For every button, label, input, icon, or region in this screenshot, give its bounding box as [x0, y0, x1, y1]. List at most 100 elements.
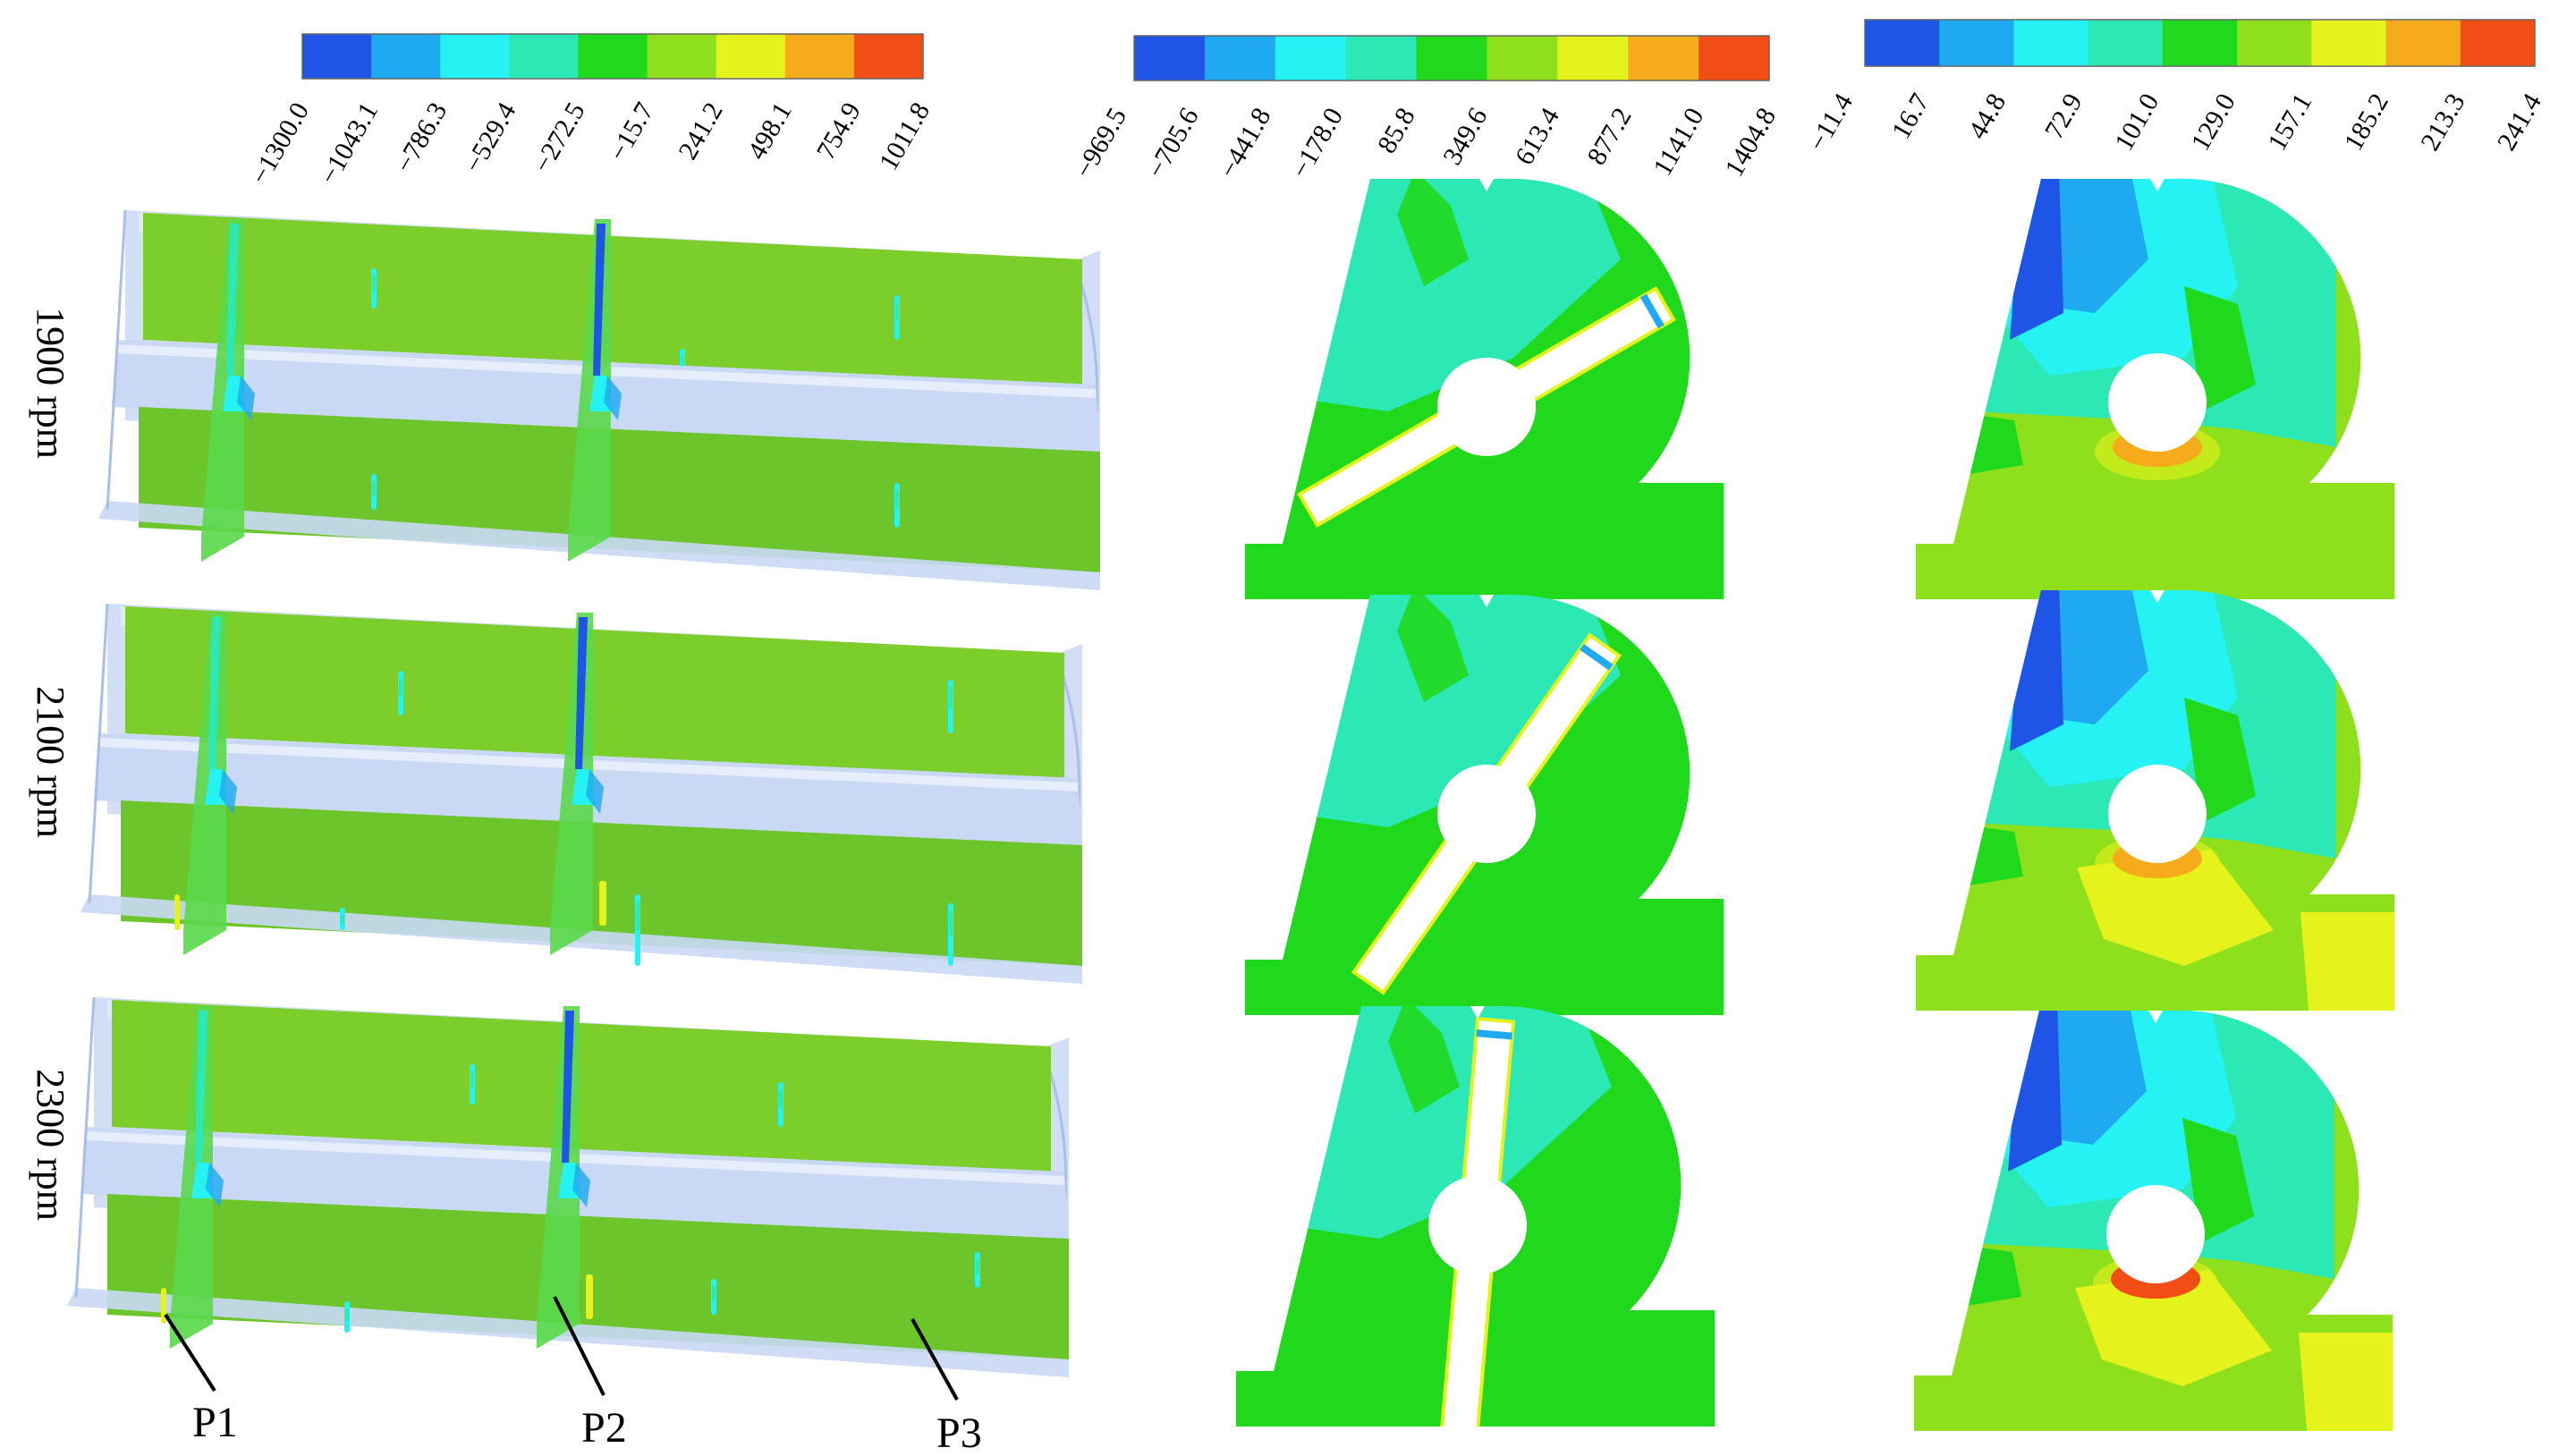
- rotor-shaft: [2106, 1185, 2205, 1283]
- colorbar-tick-label: 1141.0: [1648, 103, 1709, 181]
- colorbar-segment: [1204, 36, 1276, 80]
- leader-p1: [164, 1313, 216, 1393]
- flow-streak-core: [895, 490, 899, 508]
- channel-upper-wall: [112, 1000, 1051, 1172]
- colorbar-tick-label: −529.4: [459, 97, 522, 178]
- colorbar-segment: [440, 34, 510, 79]
- point-label-p1: P1: [192, 1399, 238, 1446]
- colorbar-segment: [1487, 36, 1558, 80]
- colorbar-segment: [2460, 20, 2536, 66]
- rotor-shaft: [1437, 765, 1536, 863]
- colorbar-segment: [716, 34, 786, 79]
- channel-left-edge: [74, 996, 96, 1298]
- flow-streak-core: [779, 1089, 783, 1107]
- baffle-side-zone: [572, 1163, 590, 1207]
- row-label-1900: 1900 rpm: [29, 307, 72, 459]
- field-green-patch: [1952, 411, 2023, 474]
- colorbar-tick-label: −272.5: [528, 97, 591, 178]
- baffle-low-pressure-zone: [208, 617, 221, 769]
- colorbar-frame: [1864, 19, 2536, 67]
- channel-bottom-edge: [80, 894, 1082, 984]
- blade-tip: [1580, 643, 1614, 671]
- field-green-zone: [2184, 698, 2256, 823]
- section-field: [1916, 178, 2394, 600]
- colorbar-tick-label: 241.4: [2492, 89, 2547, 156]
- colorbar-segment: [509, 34, 579, 79]
- flow-streak-core: [949, 687, 953, 708]
- pressure-section-1900: [1245, 178, 1724, 600]
- section-field: [1914, 1010, 2393, 1431]
- colorbar-segment: [1865, 20, 1940, 66]
- colorbar-segment: [2311, 20, 2387, 66]
- baffle-side-zone: [237, 376, 255, 420]
- leader-p3: [911, 1318, 959, 1401]
- field-mid-zone: [1397, 178, 1469, 286]
- colorbar-tick-label: 101.0: [2109, 89, 2165, 156]
- colorbar-segment: [371, 34, 441, 79]
- colorbar-frame: [1133, 35, 1770, 81]
- rotor-shaft: [2108, 765, 2207, 863]
- field-green-zone: [2182, 1118, 2254, 1243]
- field-blue-zone: [2008, 1010, 2062, 1172]
- blade-tip: [1639, 293, 1665, 329]
- colorbar-segment: [2162, 20, 2238, 66]
- channel-upper-wall: [125, 606, 1064, 778]
- flow-streak-core: [949, 910, 953, 935]
- flow-streak-core: [712, 1286, 716, 1300]
- colorbar-tick-label: 16.7: [1886, 89, 1936, 144]
- leader-p2: [553, 1296, 606, 1396]
- colorbar-segment: [578, 34, 648, 79]
- field-green-patch: [1950, 1243, 2021, 1306]
- colorbar-segment: [1275, 36, 1347, 80]
- channel-bottom-edge: [67, 1288, 1069, 1377]
- colorbar-segment: [2013, 20, 2089, 66]
- colorbar-segment: [2385, 20, 2461, 66]
- colorbar-segment: [784, 34, 855, 79]
- section-notch: [1470, 1006, 1485, 1019]
- colorbar-tick-label: −1300.0: [245, 97, 315, 190]
- section-field: [1245, 594, 1724, 1015]
- colorbar-1: −1300.0−1043.1 −786.3 −529.4 −272.5 −15.7 241…: [245, 33, 936, 190]
- colorbar-tick-label: −441.8: [1214, 103, 1277, 183]
- colorbar-tick-label: −1043.1: [314, 97, 384, 190]
- baffle-side-zone: [219, 769, 237, 814]
- colorbar-tick-label: −786.3: [389, 97, 453, 178]
- section-notch: [2150, 590, 2165, 603]
- temperature-section-1900: [1916, 178, 2394, 600]
- colorbar-3: −11.4 16.7 44.8 72.9 101.0 129.0 157.1 185.2 213…: [1802, 19, 2547, 157]
- colorbar-tick-label: 241.2: [673, 97, 728, 165]
- flow-streak-warm: [586, 1274, 593, 1319]
- temperature-section-2100: [1916, 589, 2394, 1011]
- baffle-side-zone: [604, 376, 622, 420]
- rotor-shaft: [1437, 358, 1536, 456]
- section-field: [1916, 589, 2394, 1011]
- temperature-section-2300: [1914, 1010, 2393, 1431]
- flow-streak-warm: [174, 894, 180, 930]
- flow-streak-warm: [161, 1288, 166, 1324]
- colorbar-2: −969.5 −705.6 −441.8 −178.0 85.8 349.6 613.4 87…: [1069, 35, 1782, 183]
- colorbar-tick-label: 72.9: [2039, 89, 2088, 144]
- field-green-patch: [1952, 823, 2023, 885]
- rotor-shaft: [2108, 353, 2207, 452]
- baffle-low-pressure-zone: [593, 224, 606, 376]
- flow-streak-core: [636, 902, 640, 930]
- colorbar-segment: [1416, 36, 1487, 80]
- field-outlet-zone: [2299, 1333, 2393, 1431]
- section-notch: [1479, 595, 1494, 607]
- colorbar-frame: [301, 33, 924, 80]
- colorbar-segment: [1134, 36, 1206, 80]
- colorbar-tick-label: 1404.8: [1719, 103, 1782, 182]
- colorbar-segment: [2088, 20, 2164, 66]
- flow-streak-core: [372, 275, 376, 292]
- colorbar-tick-label: 613.4: [1510, 103, 1565, 170]
- flow-streak-core: [681, 356, 684, 363]
- flow-streak-core: [895, 302, 899, 320]
- colorbar-tick-label: 185.2: [2339, 89, 2394, 156]
- flow-streak-core: [399, 678, 402, 696]
- colorbar-tick-label: 754.9: [811, 97, 867, 165]
- colorbar-tick-label: 157.1: [2262, 89, 2317, 156]
- pressure-section-2100: [1245, 594, 1724, 1015]
- colorbar-tick-label: 129.0: [2186, 89, 2241, 156]
- colorbar-tick-label: −15.7: [603, 97, 659, 166]
